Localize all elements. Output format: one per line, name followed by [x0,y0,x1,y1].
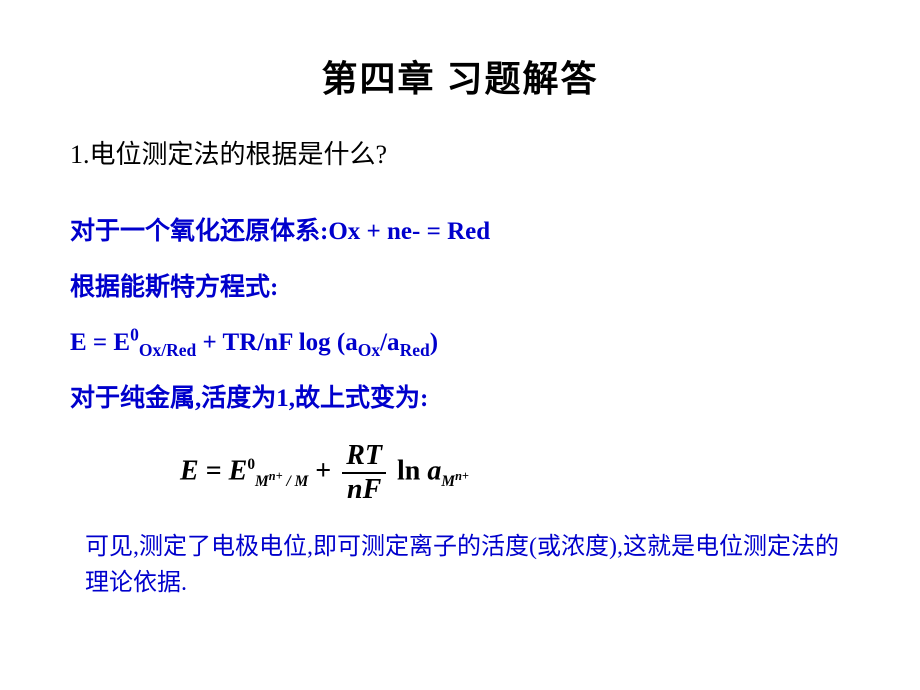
formula-fraction: RTnF [342,442,386,504]
eq-prefix: E = E [70,329,130,356]
formula-nF: nF [342,474,386,504]
conclusion-text: 可见,测定了电极电位,即可测定离子的活度(或浓度),这就是电位测定法的理论依据. [70,529,850,601]
formula-sup0: 0 [247,456,255,473]
formula-sub-group: Mn+ / M [255,473,308,490]
question-text: 1.电位测定法的根据是什么? [70,137,850,173]
eq-sub3: Red [400,340,430,360]
eq-mid: + TR/nF log (a [196,329,358,356]
eq-sub2: Ox [358,340,380,360]
eq-end: ) [430,329,438,356]
formula-eq: = [199,456,229,487]
formula-ln: ln [390,456,427,487]
eq-slash: /a [380,329,399,356]
formula-E: E [180,456,199,487]
eq-sup0: 0 [130,325,139,345]
eq-sub1: Ox/Red [139,340,196,360]
nernst-formula: E = E0Mn+ / M + RTnF ln aMn+ [70,442,850,504]
formula-E2: E [229,456,248,487]
slide-content: 第四章 习题解答 1.电位测定法的根据是什么? 对于一个氧化还原体系:Ox + … [0,0,920,631]
answer-line-2: 根据能斯特方程式: [70,269,850,307]
formula-a: a [427,456,441,487]
answer-line-4: 对于纯金属,活度为1,故上式变为: [70,380,850,418]
answer-line-1: 对于一个氧化还原体系:Ox + ne- = Red [70,213,850,251]
answer-line-3: E = E0Ox/Red + TR/nF log (aOx/aRed) [70,324,850,362]
chapter-title: 第四章 习题解答 [70,50,850,102]
formula-RT: RT [342,442,386,474]
formula-sub-a: Mn+ [441,473,469,490]
formula-plus: + [308,456,338,487]
